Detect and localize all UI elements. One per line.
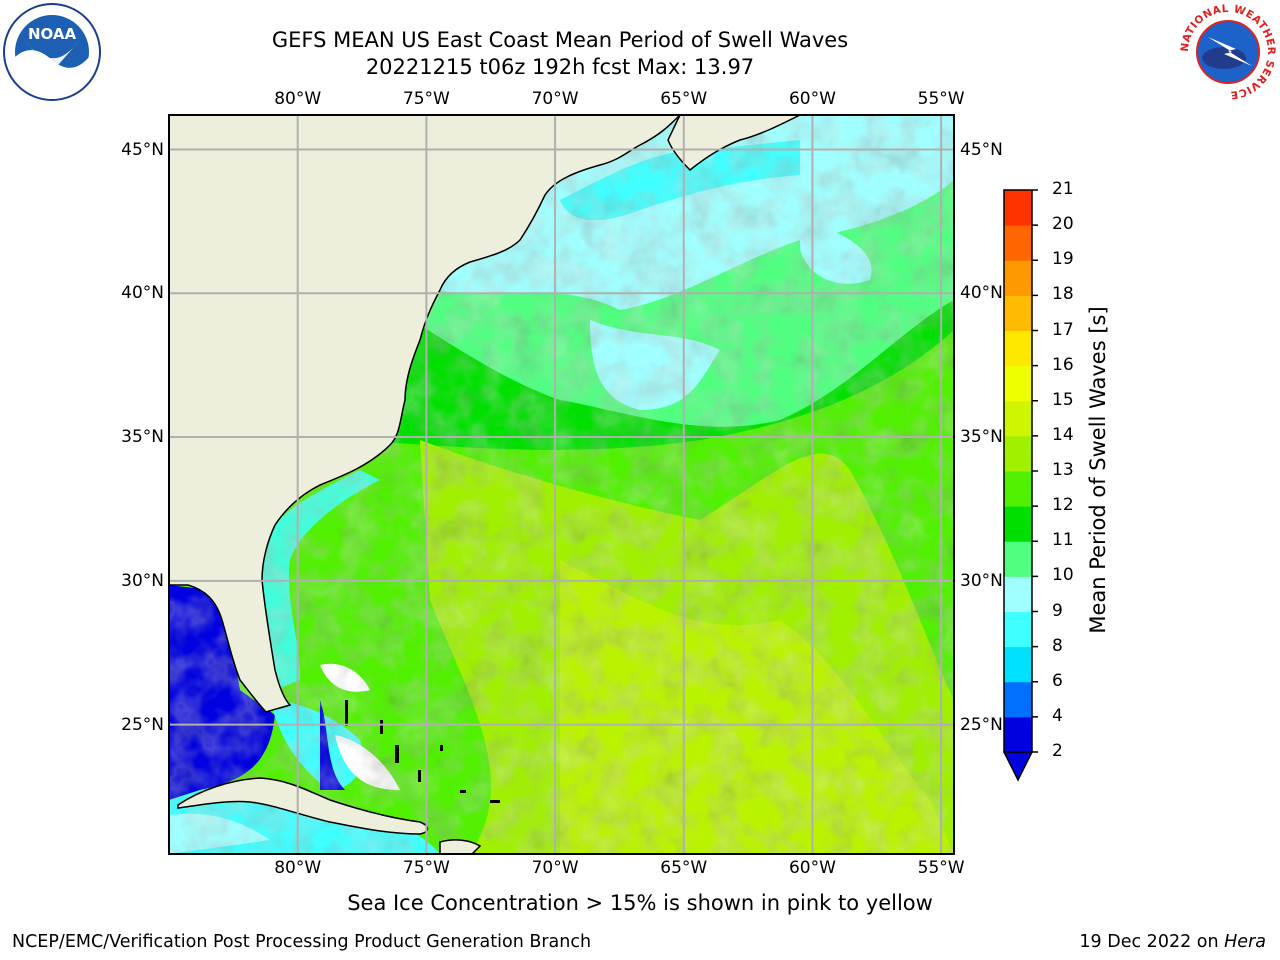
colorbar-segment xyxy=(1004,365,1032,402)
colorbar-tick-label: 9 xyxy=(1052,600,1063,621)
colorbar-segment xyxy=(1004,646,1032,683)
lon-label-bottom: 55°W xyxy=(917,858,965,878)
colorbar-title: Mean Period of Swell Waves [s] xyxy=(1086,306,1110,634)
lat-label-left: 40°N xyxy=(121,283,164,304)
lon-label-top: 60°W xyxy=(788,89,836,109)
colorbar-tick-label: 11 xyxy=(1052,530,1074,551)
noaa-logo-text: NOAA xyxy=(28,25,77,43)
lat-label-left: 25°N xyxy=(121,714,164,735)
colorbar-tick-label: 4 xyxy=(1052,705,1063,726)
lat-label-left: 30°N xyxy=(121,570,164,591)
colorbar-segment xyxy=(1004,190,1032,226)
colorbar-extend-triangle xyxy=(1002,751,1034,782)
colorbar-segment xyxy=(1004,260,1032,296)
colorbar-tick-label: 16 xyxy=(1052,354,1074,375)
colorbar-segment xyxy=(1004,400,1032,437)
plot-frame xyxy=(168,114,955,855)
colorbar-tick-label: 15 xyxy=(1052,389,1074,410)
colorbar-segment xyxy=(1004,225,1032,261)
lon-label-bottom: 70°W xyxy=(531,858,579,878)
lat-label-right: 30°N xyxy=(960,570,1003,591)
colorbar-segment xyxy=(1004,295,1032,331)
lon-label-top: 80°W xyxy=(274,89,322,109)
colorbar-segment xyxy=(1004,471,1032,507)
lon-label-bottom: 60°W xyxy=(788,858,836,878)
lon-label-bottom: 65°W xyxy=(660,858,708,878)
lon-label-bottom: 80°W xyxy=(274,858,322,878)
noaa-logo: NOAA xyxy=(3,3,101,101)
colorbar-tick-label: 21 xyxy=(1052,179,1074,199)
lat-label-left: 45°N xyxy=(121,139,164,160)
colorbar-tick-label: 2 xyxy=(1052,741,1063,761)
lon-label-top: 65°W xyxy=(660,89,708,109)
land-nova-scotia xyxy=(667,115,801,172)
colorbar-tick-label: 10 xyxy=(1052,565,1074,586)
nws-logo: NATIONAL WEATHER SERVICE xyxy=(1179,3,1277,101)
colorbar-tick-label: 13 xyxy=(1052,460,1074,480)
colorbar-tick-label: 6 xyxy=(1052,670,1063,691)
plot-area xyxy=(169,115,954,854)
lon-label-top: 75°W xyxy=(402,89,450,109)
colorbar-tick-label: 12 xyxy=(1052,495,1074,516)
colorbar-segment xyxy=(1004,681,1032,718)
footer-credit: NCEP/EMC/Verification Post Processing Pr… xyxy=(12,932,592,952)
colorbar xyxy=(1002,189,1038,782)
lon-label-top: 55°W xyxy=(917,89,965,109)
footer-date: 19 Dec 2022 on Hera xyxy=(1079,932,1266,952)
lat-label-left: 35°N xyxy=(121,427,164,448)
chart-subtitle: 20221215 t06z 192h fcst Max: 13.97 xyxy=(365,55,755,79)
land-hispaniola xyxy=(439,839,482,854)
colorbar-tick-label: 8 xyxy=(1052,635,1063,656)
lat-label-right: 45°N xyxy=(960,139,1003,160)
colorbar-segment xyxy=(1004,541,1032,577)
colorbar-segment xyxy=(1004,506,1032,542)
colorbar-tick-label: 18 xyxy=(1052,284,1074,305)
colorbar-segment xyxy=(1004,435,1032,472)
footer-machine: Hera xyxy=(1224,932,1266,952)
colorbar-tick-label: 17 xyxy=(1052,319,1074,340)
land-bahamas xyxy=(345,700,500,803)
lon-label-top: 70°W xyxy=(531,89,579,109)
lat-label-right: 40°N xyxy=(960,283,1003,304)
map-gridlines xyxy=(169,115,954,854)
footer-date-text: 19 Dec 2022 on xyxy=(1079,932,1225,952)
colorbar-segment xyxy=(1004,330,1032,367)
lat-label-right: 35°N xyxy=(960,427,1003,448)
colorbar-segment xyxy=(1004,576,1032,612)
chart-title: GEFS MEAN US East Coast Mean Period of S… xyxy=(271,28,849,52)
colorbar-segment xyxy=(1004,716,1032,753)
colorbar-segment xyxy=(1004,611,1032,648)
colorbar-tick-label: 19 xyxy=(1052,249,1074,270)
lon-label-bottom: 75°W xyxy=(402,858,450,878)
colorbar-tick-label: 14 xyxy=(1052,424,1074,445)
sea-ice-note: Sea Ice Concentration > 15% is shown in … xyxy=(347,891,933,915)
colorbar-tick-label: 20 xyxy=(1052,214,1074,235)
lat-label-right: 25°N xyxy=(960,714,1003,735)
